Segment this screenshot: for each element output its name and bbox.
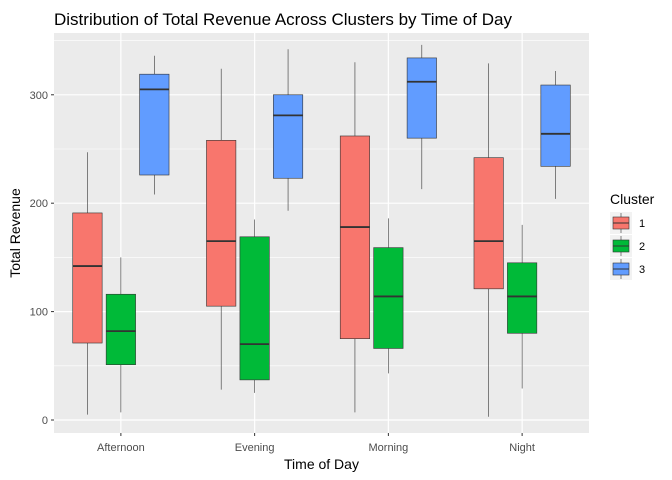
- legend-item-2: 2: [610, 235, 645, 257]
- box-cluster-1-night: [473, 63, 504, 417]
- chart-title: Distribution of Total Revenue Across Clu…: [54, 10, 512, 29]
- box-cluster-3-afternoon: [139, 55, 170, 195]
- box-cluster-3-night: [540, 70, 571, 199]
- iqr-box: [139, 73, 170, 176]
- box-cluster-3-morning: [406, 44, 437, 190]
- legend-item-1: 1: [610, 212, 645, 234]
- x-tick-label: Morning: [369, 442, 409, 454]
- legend-label: 2: [639, 241, 645, 253]
- iqr-box: [239, 236, 270, 381]
- box-cluster-3-evening: [273, 49, 304, 211]
- iqr-box: [373, 247, 404, 349]
- legend-title: Cluster: [610, 191, 655, 207]
- legend: Cluster 1 2 3: [610, 191, 655, 280]
- legend-label: 1: [639, 218, 645, 230]
- legend-item-3: 3: [610, 258, 645, 280]
- box-cluster-2-night: [507, 224, 538, 389]
- box-cluster-2-afternoon: [105, 257, 136, 413]
- plot-panel: [54, 33, 589, 433]
- y-tick-label: 0: [42, 415, 48, 427]
- y-tick-label: 200: [30, 198, 48, 210]
- box-cluster-1-morning: [339, 62, 370, 413]
- box-layer: [72, 44, 571, 417]
- iqr-box: [105, 293, 136, 366]
- iqr-box: [406, 57, 437, 139]
- x-tick-label: Evening: [235, 442, 275, 454]
- box-cluster-1-afternoon: [72, 152, 103, 415]
- x-axis-title: Time of Day: [284, 456, 359, 472]
- iqr-box: [540, 84, 571, 167]
- iqr-box: [273, 94, 304, 179]
- y-tick-label: 100: [30, 307, 48, 319]
- x-tick-label: Afternoon: [97, 442, 145, 454]
- x-axis: Afternoon Evening Morning Night: [97, 433, 535, 454]
- y-axis: 0 100 200 300: [30, 90, 54, 427]
- iqr-box: [206, 140, 237, 307]
- box-cluster-2-morning: [373, 218, 404, 374]
- x-tick-label: Night: [509, 442, 535, 454]
- iqr-box: [339, 135, 370, 339]
- iqr-box: [473, 157, 504, 290]
- iqr-box: [72, 212, 103, 344]
- legend-label: 3: [639, 264, 645, 276]
- box-cluster-2-evening: [239, 219, 270, 393]
- y-tick-label: 300: [30, 90, 48, 102]
- iqr-box: [507, 262, 538, 334]
- box-cluster-1-evening: [206, 68, 237, 390]
- y-axis-title: Total Revenue: [7, 188, 23, 278]
